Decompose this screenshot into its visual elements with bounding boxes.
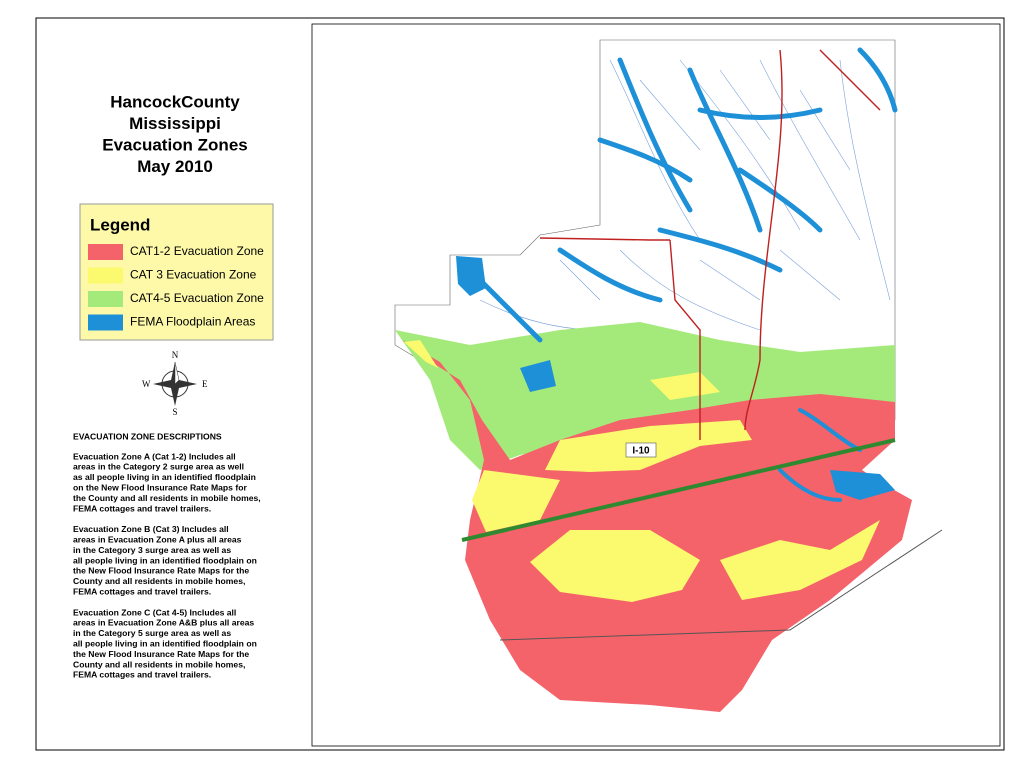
compass-s: S [172,407,177,417]
title-line: Mississippi [129,114,221,133]
description-line: the New Flood Insurance Rate Maps for th… [73,566,249,576]
description-line: in the Category 5 surge area as well as [73,628,231,638]
compass-star [174,361,180,385]
description-line: areas in Evacuation Zone A plus all area… [73,534,242,544]
highway-shield [625,442,657,458]
title-line: Evacuation Zones [102,135,247,154]
zone-shape [472,470,560,532]
description-line: County and all residents in mobile homes… [73,659,245,669]
streams [479,59,891,331]
description-line: County and all residents in mobile homes… [73,576,245,586]
descriptions: Evacuation Zone A (Cat 1-2) Includes all… [73,451,261,679]
description-line: Evacuation Zone B (Cat 3) Includes all [73,524,229,534]
railroad [499,529,943,641]
description-line: FEMA cottages and travel trailers. [73,586,211,596]
legend-swatch [88,244,123,260]
zone-shape [650,372,720,400]
descriptions-heading: EVACUATION ZONE DESCRIPTIONS [73,431,222,441]
county-map: I-10 [394,39,943,712]
legend-label: CAT 3 Evacuation Zone [130,268,257,282]
outer-border [35,17,1005,751]
legend: CAT1-2 Evacuation Zone CAT 3 Evacuation Z… [88,244,264,331]
description-line: on the New Flood Insurance Rate Maps for [73,482,247,492]
description-line: FEMA cottages and travel trailers. [73,670,211,680]
zone-shape [402,340,912,712]
compass-e: E [202,379,208,389]
zone-shape [395,322,895,470]
legend-label: CAT4-5 Evacuation Zone [130,291,264,305]
zone-cat12 [402,340,912,712]
description-line: in the Category 3 surge area as well as [73,545,231,555]
description-line: Evacuation Zone C (Cat 4-5) Includes all [73,607,236,617]
zone-shape [530,530,700,602]
map-frame [311,23,1001,747]
compass-n: N [172,350,179,360]
legend-label: CAT1-2 Evacuation Zone [130,244,264,258]
legend-swatch [88,267,123,284]
legend-label: FEMA Floodplain Areas [130,315,255,329]
description-line: the New Flood Insurance Rate Maps for th… [73,649,249,659]
floodplain [456,47,898,502]
title: HancockCounty Mississippi Evacuation Zones… [102,92,247,176]
zone-shape [720,520,880,600]
description-line: areas in the Category 2 surge area as we… [73,462,244,472]
title-line: May 2010 [137,157,213,176]
description-line: as all people living in an identified fl… [73,472,256,482]
description-line: all people living in an identified flood… [73,555,257,565]
description-line: all people living in an identified flood… [73,638,257,648]
interstate [461,438,896,542]
zone-shape [830,470,895,500]
compass-w: W [142,379,151,389]
zone-shape [404,340,438,368]
zone-shape [456,256,486,296]
zone-shape [520,360,556,392]
legend-swatch [88,314,123,331]
description-line: the County and all residents in mobile h… [73,493,261,503]
highway-label: I-10 [632,446,650,457]
zone-shape [467,47,898,343]
zone-cat45 [395,322,895,470]
compass: N S E W [142,350,208,417]
legend-swatch [88,291,123,307]
description-line: Evacuation Zone A (Cat 1-2) Includes all [73,451,236,461]
zone-shape [778,408,862,502]
description-line: areas in Evacuation Zone A&B plus all ar… [73,618,254,628]
legend-title: Legend [90,215,150,234]
title-line: HancockCounty [110,92,240,111]
roads [539,49,881,440]
description-line: FEMA cottages and travel trailers. [73,503,211,513]
